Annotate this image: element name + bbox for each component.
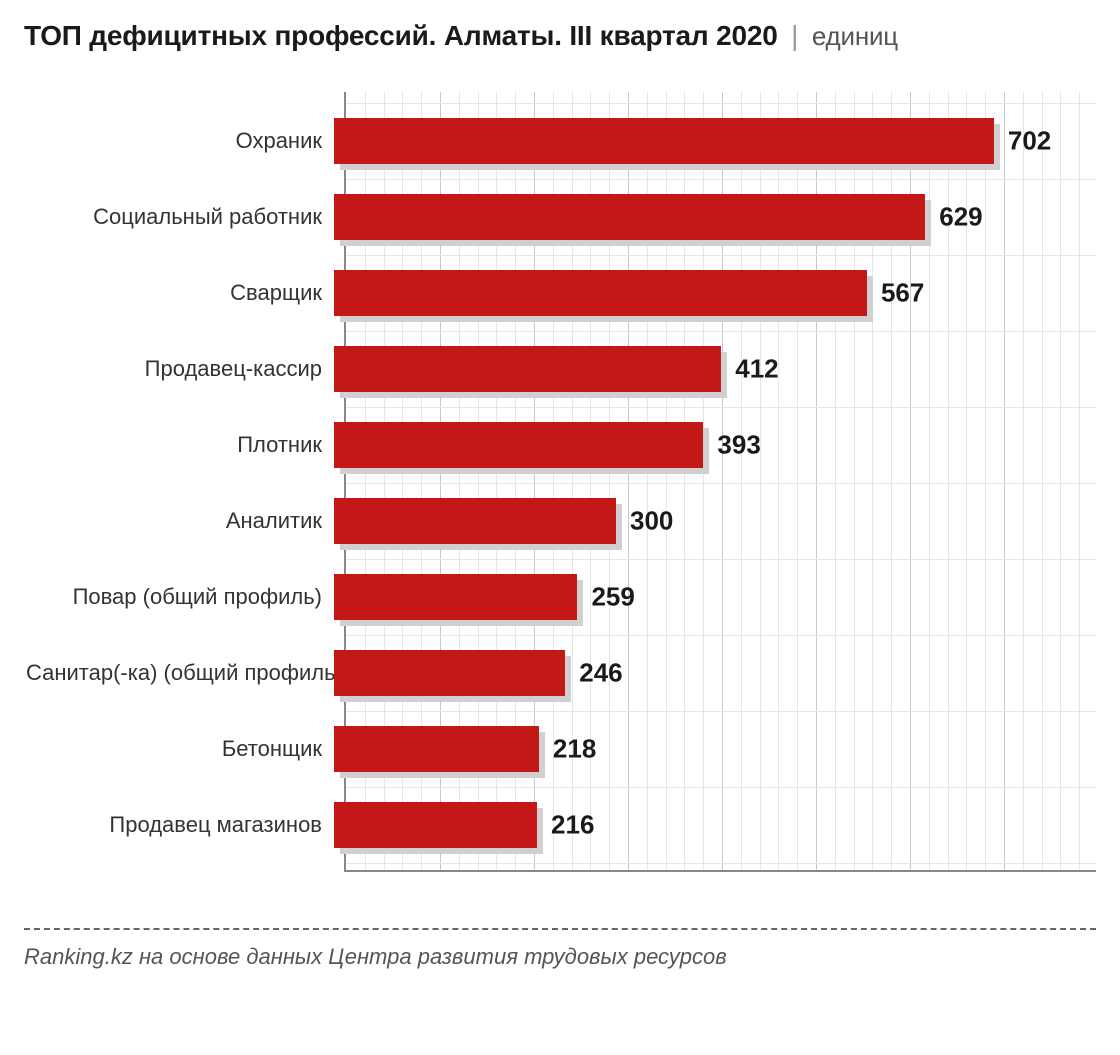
bar: 393 xyxy=(334,422,703,468)
chart-row: Социальный работник629 xyxy=(26,194,1098,240)
bar-label: Плотник xyxy=(26,432,334,458)
bar-label: Охраник xyxy=(26,128,334,154)
chart-row: Сварщик567 xyxy=(26,270,1098,316)
bar-cell: 246 xyxy=(334,650,1086,696)
footer-divider xyxy=(24,928,1096,930)
bar: 259 xyxy=(334,574,577,620)
gridline-horizontal xyxy=(346,331,1096,332)
bar-value: 567 xyxy=(867,278,924,309)
bar-value: 218 xyxy=(539,734,596,765)
bar-value: 216 xyxy=(537,810,594,841)
bar: 246 xyxy=(334,650,565,696)
bar: 702 xyxy=(334,118,994,164)
bar-chart: Охраник702Социальный работник629Сварщик5… xyxy=(24,92,1096,872)
gridline-horizontal xyxy=(346,103,1096,104)
gridline-horizontal xyxy=(346,255,1096,256)
source-text: Ranking.kz на основе данных Центра разви… xyxy=(24,944,1096,970)
chart-row: Санитар(-ка) (общий профиль)246 xyxy=(26,650,1098,696)
gridline-horizontal xyxy=(346,407,1096,408)
bar-cell: 629 xyxy=(334,194,1086,240)
bar-value: 393 xyxy=(703,430,760,461)
chart-title: ТОП дефицитных профессий. Алматы. III кв… xyxy=(24,20,1096,52)
chart-row: Продавец магазинов216 xyxy=(26,802,1098,848)
bar-value: 629 xyxy=(925,202,982,233)
chart-row: Повар (общий профиль)259 xyxy=(26,574,1098,620)
bar: 567 xyxy=(334,270,867,316)
gridline-horizontal xyxy=(346,559,1096,560)
chart-row: Охраник702 xyxy=(26,118,1098,164)
gridline-horizontal xyxy=(346,787,1096,788)
bar-cell: 218 xyxy=(334,726,1086,772)
bar-label: Санитар(-ка) (общий профиль) xyxy=(26,660,334,686)
bar-cell: 300 xyxy=(334,498,1086,544)
gridline-horizontal xyxy=(346,179,1096,180)
bar-cell: 702 xyxy=(334,118,1086,164)
bar-value: 300 xyxy=(616,506,673,537)
bar-cell: 216 xyxy=(334,802,1086,848)
bar-label: Бетонщик xyxy=(26,736,334,762)
bar-cell: 412 xyxy=(334,346,1086,392)
bar-value: 702 xyxy=(994,126,1051,157)
bar-value: 246 xyxy=(565,658,622,689)
bar-label: Сварщик xyxy=(26,280,334,306)
title-main: ТОП дефицитных профессий. Алматы. III кв… xyxy=(24,20,778,51)
bar: 629 xyxy=(334,194,925,240)
chart-row: Продавец-кассир412 xyxy=(26,346,1098,392)
chart-row: Плотник393 xyxy=(26,422,1098,468)
bar: 300 xyxy=(334,498,616,544)
bar-label: Социальный работник xyxy=(26,204,334,230)
bar-cell: 567 xyxy=(334,270,1086,316)
gridline-horizontal xyxy=(346,863,1096,864)
chart-row: Бетонщик218 xyxy=(26,726,1098,772)
bar-label: Аналитик xyxy=(26,508,334,534)
bar: 218 xyxy=(334,726,539,772)
bar-value: 259 xyxy=(577,582,634,613)
title-unit: единиц xyxy=(812,21,898,51)
bar: 216 xyxy=(334,802,537,848)
title-separator: | xyxy=(791,20,798,51)
bar-value: 412 xyxy=(721,354,778,385)
bar-label: Продавец-кассир xyxy=(26,356,334,382)
bar-cell: 259 xyxy=(334,574,1086,620)
gridline-horizontal xyxy=(346,483,1096,484)
bar-label: Повар (общий профиль) xyxy=(26,584,334,610)
bar-cell: 393 xyxy=(334,422,1086,468)
chart-row: Аналитик300 xyxy=(26,498,1098,544)
gridline-horizontal xyxy=(346,635,1096,636)
plot-area: Охраник702Социальный работник629Сварщик5… xyxy=(344,92,1096,872)
bar: 412 xyxy=(334,346,721,392)
bar-label: Продавец магазинов xyxy=(26,812,334,838)
gridline-horizontal xyxy=(346,711,1096,712)
